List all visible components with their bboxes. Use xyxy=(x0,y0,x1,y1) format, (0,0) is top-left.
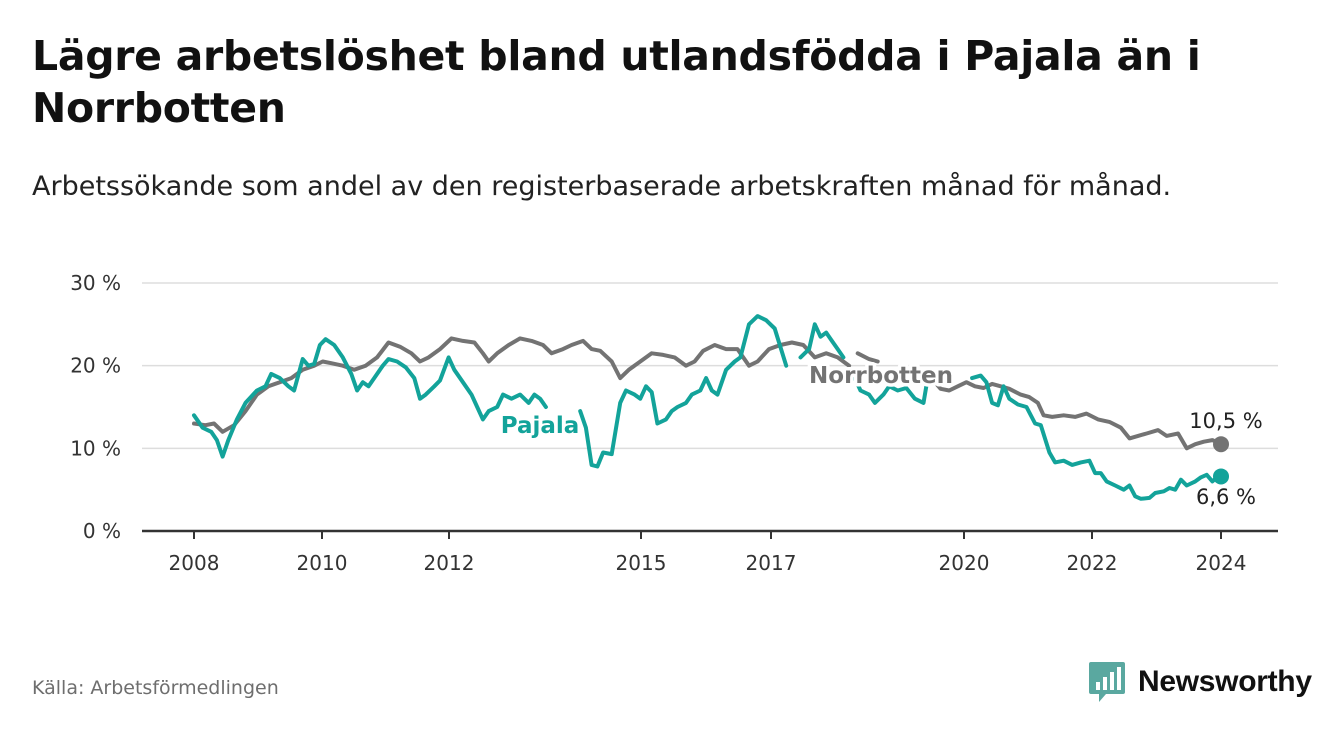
pajala-end-point xyxy=(1213,468,1229,485)
series-lines xyxy=(192,314,1229,501)
newsworthy-bars-icon xyxy=(1089,662,1125,702)
gridlines xyxy=(142,282,1278,533)
x-tick-label-2022: 2022 xyxy=(1067,551,1118,575)
x-tick-label-2017: 2017 xyxy=(746,551,797,575)
x-tick-label-2012: 2012 xyxy=(424,551,475,575)
pajala-line-segment-4 xyxy=(852,376,929,405)
pajala-line-segment-1 xyxy=(192,337,548,459)
newsworthy-logo: Newsworthy xyxy=(1088,660,1312,704)
norrbotten-line-segment-1 xyxy=(192,336,852,434)
pajala-line-segment-2 xyxy=(578,314,789,469)
chart-title: Lägre arbetslöshet bland utlandsfödda i … xyxy=(32,32,1201,132)
chart-subtitle: Arbetssökande som andel av den registerb… xyxy=(32,171,1172,202)
brand-name: Newsworthy xyxy=(1138,665,1312,698)
norrbotten-end-point xyxy=(1213,436,1229,453)
pajala-series-label: Pajala xyxy=(501,413,580,439)
y-tick-label-20: 20 % xyxy=(70,354,121,378)
pajala-line-segment-3 xyxy=(798,322,846,360)
y-axis-ticks: 0 % 10 % 20 % 30 % xyxy=(70,271,121,543)
y-tick-label-0: 0 % xyxy=(83,519,121,543)
pajala-line-segment-5 xyxy=(970,373,1223,501)
x-tick-label-2008: 2008 xyxy=(169,551,220,575)
norrbotten-series-label: Norrbotten xyxy=(809,363,953,389)
norrbotten-end-value-label: 10,5 % xyxy=(1189,409,1262,433)
norrbotten-line-segment-2 xyxy=(855,351,880,364)
line-chart: 0 % 10 % 20 % 30 % 2008 2010 2012 2015 2017 2020… xyxy=(70,271,1278,575)
x-tick-label-2020: 2020 xyxy=(939,551,990,575)
y-tick-label-10: 10 % xyxy=(70,436,121,460)
x-tick-label-2015: 2015 xyxy=(616,551,667,575)
norrbotten-line-segment-3 xyxy=(932,380,1223,451)
pajala-end-value-label: 6,6 % xyxy=(1196,485,1256,509)
series-labels: Norrbotten Pajala 10,5 % 6,6 % xyxy=(497,360,1262,510)
x-axis-ticks: 2008 2010 2012 2015 2017 2020 2022 2024 xyxy=(169,531,1247,575)
x-tick-label-2024: 2024 xyxy=(1196,551,1247,575)
source-note: Källa: Arbetsförmedlingen xyxy=(32,677,279,699)
y-tick-label-30: 30 % xyxy=(70,271,121,295)
x-tick-label-2010: 2010 xyxy=(297,551,348,575)
